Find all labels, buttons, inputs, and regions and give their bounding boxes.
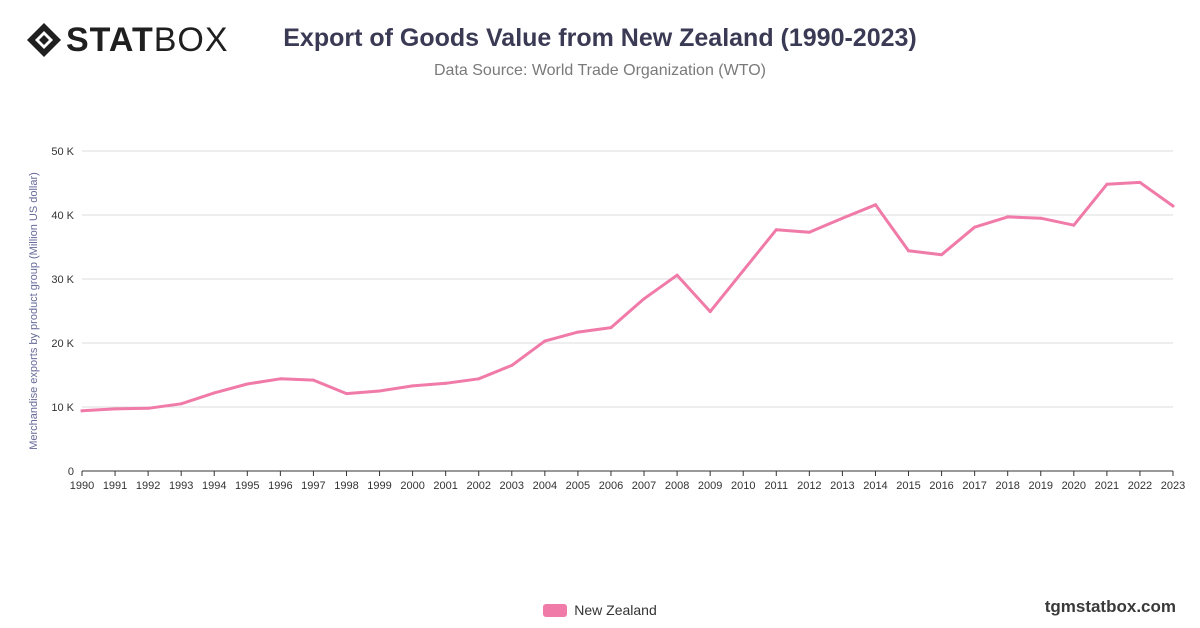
data-point <box>1006 215 1010 219</box>
x-tick-label: 2006 <box>599 480 623 492</box>
x-tick-label: 2001 <box>433 480 457 492</box>
data-point <box>1105 182 1109 186</box>
x-tick-label: 2012 <box>797 480 821 492</box>
x-tick-label: 2016 <box>929 480 953 492</box>
y-axis-label: Merchandise exports by product group (Mi… <box>28 172 40 450</box>
y-tick-label: 20 K <box>51 338 74 350</box>
statbox-logo-icon <box>27 23 61 57</box>
logo-text-bold: STAT <box>66 21 154 59</box>
legend-swatch <box>543 603 568 617</box>
y-tick-label: 10 K <box>51 402 74 414</box>
data-point <box>411 384 415 388</box>
data-point <box>642 297 646 301</box>
x-tick-label: 2021 <box>1095 480 1119 492</box>
data-point <box>378 389 382 393</box>
x-tick-label: 1993 <box>169 480 193 492</box>
x-tick-label: 2023 <box>1161 480 1185 492</box>
x-tick-label: 1995 <box>235 480 259 492</box>
y-tick-label: 50 K <box>51 146 74 158</box>
x-tick-label: 2010 <box>731 480 755 492</box>
data-point <box>179 402 183 406</box>
statbox-logo: STATBOX <box>26 22 229 58</box>
data-point <box>1072 223 1076 227</box>
data-point <box>212 391 216 395</box>
x-tick-label: 1997 <box>301 480 325 492</box>
y-tick-label: 40 K <box>51 210 74 222</box>
data-point <box>311 378 315 382</box>
data-point <box>1171 204 1175 208</box>
x-tick-label: 2022 <box>1128 480 1152 492</box>
x-tick-label: 2003 <box>500 480 524 492</box>
data-point <box>278 377 282 381</box>
data-point <box>146 406 150 410</box>
data-point <box>774 228 778 232</box>
data-point <box>907 249 911 253</box>
data-point <box>708 310 712 314</box>
x-tick-label: 2011 <box>764 480 788 492</box>
logo-text: STATBOX <box>66 22 229 58</box>
logo-text-light: BOX <box>153 21 229 59</box>
x-tick-label: 1998 <box>334 480 358 492</box>
data-point <box>113 407 117 411</box>
x-tick-label: 1996 <box>268 480 292 492</box>
x-tick-label: 2009 <box>698 480 722 492</box>
data-point <box>444 381 448 385</box>
data-point <box>873 203 877 207</box>
legend-label: New Zealand <box>574 602 657 618</box>
data-point <box>80 409 84 413</box>
x-tick-label: 2005 <box>566 480 590 492</box>
data-point <box>477 377 481 381</box>
data-point <box>940 253 944 257</box>
data-point <box>1138 180 1142 184</box>
x-tick-label: 2020 <box>1062 480 1086 492</box>
x-tick-label: 2014 <box>863 480 887 492</box>
data-point <box>840 216 844 220</box>
chart-title: Export of Goods Value from New Zealand (… <box>283 24 917 52</box>
watermark: tgmstatbox.com <box>1044 597 1176 616</box>
series-line <box>80 180 1175 413</box>
data-point <box>245 382 249 386</box>
data-point <box>543 339 547 343</box>
data-point <box>807 230 811 234</box>
y-tick-label: 30 K <box>51 274 74 286</box>
data-point <box>675 273 679 277</box>
x-tick-label: 2004 <box>533 480 557 492</box>
x-tick-label: 2017 <box>962 480 986 492</box>
data-point <box>576 330 580 334</box>
x-tick-label: 1990 <box>70 480 94 492</box>
data-point <box>973 225 977 229</box>
x-tick-label: 2019 <box>1029 480 1053 492</box>
x-tick-label: 2015 <box>896 480 920 492</box>
x-tick-label: 2018 <box>995 480 1019 492</box>
x-tick-label: 2000 <box>400 480 424 492</box>
data-point <box>510 363 514 367</box>
x-tick-label: 2008 <box>665 480 689 492</box>
x-tick-label: 1999 <box>367 480 391 492</box>
y-tick-label: 0 <box>68 466 74 478</box>
data-point <box>344 392 348 396</box>
chart-subtitle: Data Source: World Trade Organization (W… <box>434 62 766 79</box>
data-point <box>609 326 613 330</box>
x-tick-label: 2013 <box>830 480 854 492</box>
x-tick-label: 2002 <box>466 480 490 492</box>
x-tick-label: 1991 <box>103 480 127 492</box>
x-tick-label: 1994 <box>202 480 226 492</box>
data-point <box>1039 216 1043 220</box>
chart-legend[interactable]: New Zealand <box>0 602 1200 618</box>
data-point <box>741 269 745 273</box>
x-tick-label: 1992 <box>136 480 160 492</box>
x-tick-label: 2007 <box>632 480 656 492</box>
